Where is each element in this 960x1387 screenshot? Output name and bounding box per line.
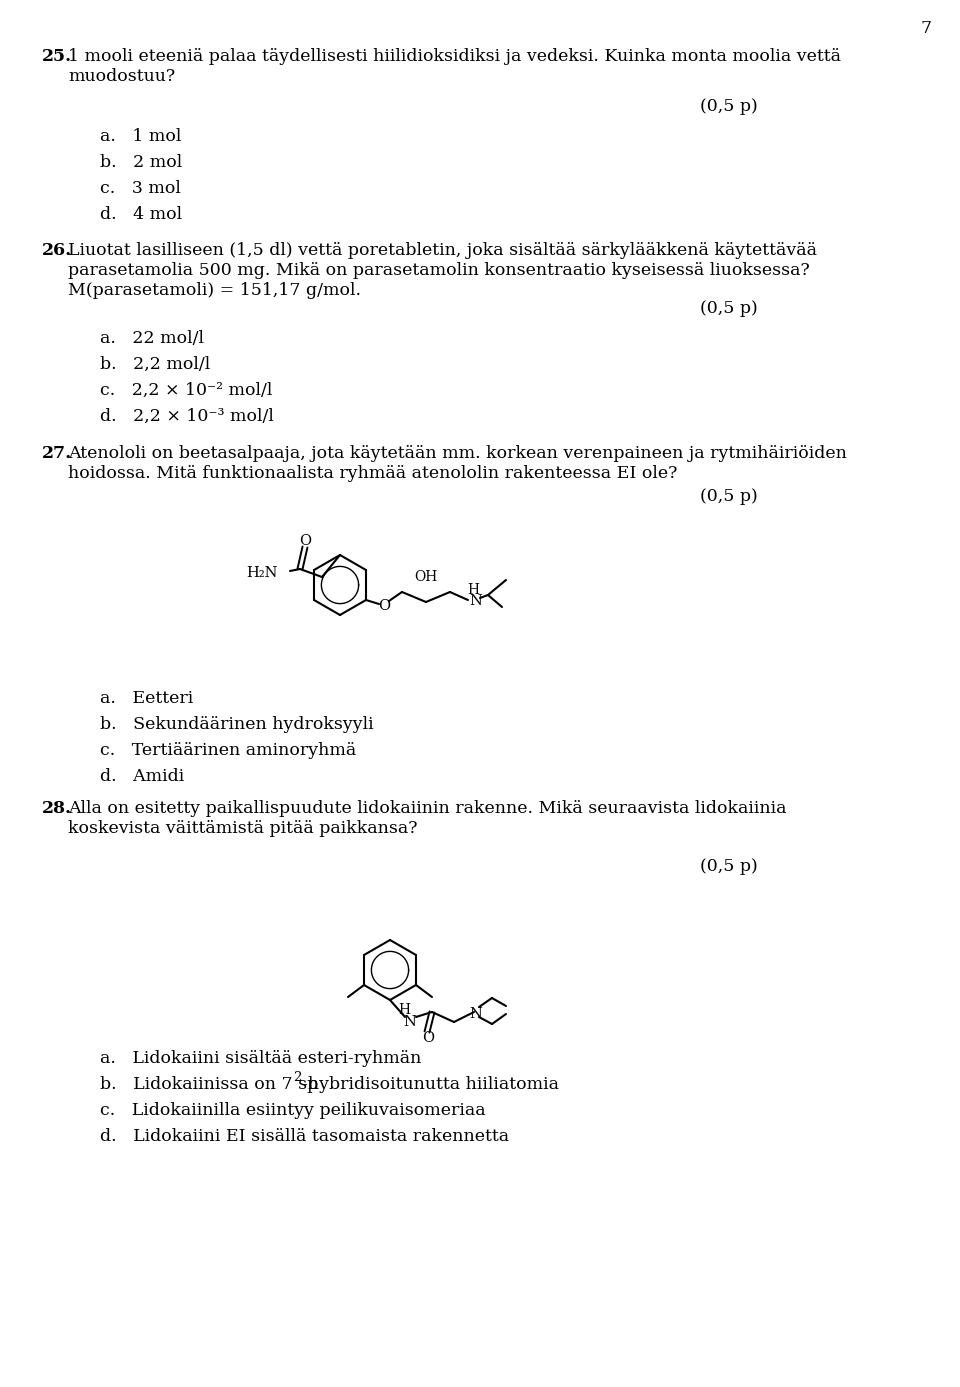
Text: b.   2 mol: b. 2 mol <box>100 154 182 171</box>
Text: (0,5 p): (0,5 p) <box>700 300 757 318</box>
Text: O: O <box>378 599 390 613</box>
Text: a.   22 mol/l: a. 22 mol/l <box>100 330 204 347</box>
Text: b.   Lidokaiinissa on 7 sp: b. Lidokaiinissa on 7 sp <box>100 1076 319 1093</box>
Text: d.   Lidokaiini EI sisällä tasomaista rakennetta: d. Lidokaiini EI sisällä tasomaista rake… <box>100 1128 509 1146</box>
Text: d.   2,2 × 10⁻³ mol/l: d. 2,2 × 10⁻³ mol/l <box>100 408 274 424</box>
Text: c.   Lidokaiinilla esiintyy peilikuvaisomeriaa: c. Lidokaiinilla esiintyy peilikuvaisome… <box>100 1103 486 1119</box>
Text: 25.: 25. <box>42 49 72 65</box>
Text: d.   4 mol: d. 4 mol <box>100 207 182 223</box>
Text: N: N <box>469 1007 483 1021</box>
Text: H: H <box>398 1003 410 1017</box>
Text: (0,5 p): (0,5 p) <box>700 488 757 505</box>
Text: 1 mooli eteeniä palaa täydellisesti hiilidioksidiksi ja vedeksi. Kuinka monta mo: 1 mooli eteeniä palaa täydellisesti hiil… <box>68 49 841 65</box>
Text: 7: 7 <box>920 19 931 37</box>
Text: (0,5 p): (0,5 p) <box>700 859 757 875</box>
Text: muodostuu?: muodostuu? <box>68 68 175 85</box>
Text: H: H <box>467 583 479 596</box>
Text: Alla on esitetty paikallispuudute lidokaiinin rakenne. Mikä seuraavista lidokaii: Alla on esitetty paikallispuudute lidoka… <box>68 800 786 817</box>
Text: N: N <box>403 1015 417 1029</box>
Text: Liuotat lasilliseen (1,5 dl) vettä poretabletin, joka sisältää särkylääkkenä käy: Liuotat lasilliseen (1,5 dl) vettä poret… <box>68 241 817 259</box>
Text: H₂N: H₂N <box>247 566 278 580</box>
Text: koskevista väittämistä pitää paikkansa?: koskevista väittämistä pitää paikkansa? <box>68 820 418 836</box>
Text: c.   2,2 × 10⁻² mol/l: c. 2,2 × 10⁻² mol/l <box>100 381 273 399</box>
Text: M(parasetamoli) = 151,17 g/mol.: M(parasetamoli) = 151,17 g/mol. <box>68 282 361 300</box>
Text: c.   3 mol: c. 3 mol <box>100 180 180 197</box>
Text: 26.: 26. <box>42 241 72 259</box>
Text: OH: OH <box>415 570 438 584</box>
Text: hoidossa. Mitä funktionaalista ryhmää atenololin rakenteessa EI ole?: hoidossa. Mitä funktionaalista ryhmää at… <box>68 465 678 483</box>
Text: a.   Eetteri: a. Eetteri <box>100 689 193 707</box>
Text: Atenololi on beetasalpaaja, jota käytetään mm. korkean verenpaineen ja rytmihäir: Atenololi on beetasalpaaja, jota käytetä… <box>68 445 847 462</box>
Text: N: N <box>469 594 483 608</box>
Text: 27.: 27. <box>42 445 72 462</box>
Text: (0,5 p): (0,5 p) <box>700 98 757 115</box>
Text: 2: 2 <box>293 1071 301 1085</box>
Text: O: O <box>299 534 311 548</box>
Text: b.   2,2 mol/l: b. 2,2 mol/l <box>100 356 210 373</box>
Text: c.   Tertiäärinen aminoryhmä: c. Tertiäärinen aminoryhmä <box>100 742 356 759</box>
Text: d.   Amidi: d. Amidi <box>100 768 184 785</box>
Text: b.   Sekundäärinen hydroksyyli: b. Sekundäärinen hydroksyyli <box>100 716 373 732</box>
Text: a.   Lidokaiini sisältää esteri-ryhmän: a. Lidokaiini sisältää esteri-ryhmän <box>100 1050 421 1067</box>
Text: a.   1 mol: a. 1 mol <box>100 128 181 146</box>
Text: parasetamolia 500 mg. Mikä on parasetamolin konsentraatio kyseisessä liuoksessa?: parasetamolia 500 mg. Mikä on parasetamo… <box>68 262 809 279</box>
Text: O: O <box>422 1031 434 1044</box>
Text: 28.: 28. <box>42 800 72 817</box>
Text: -hybridisoitunutta hiiliatomia: -hybridisoitunutta hiiliatomia <box>302 1076 559 1093</box>
